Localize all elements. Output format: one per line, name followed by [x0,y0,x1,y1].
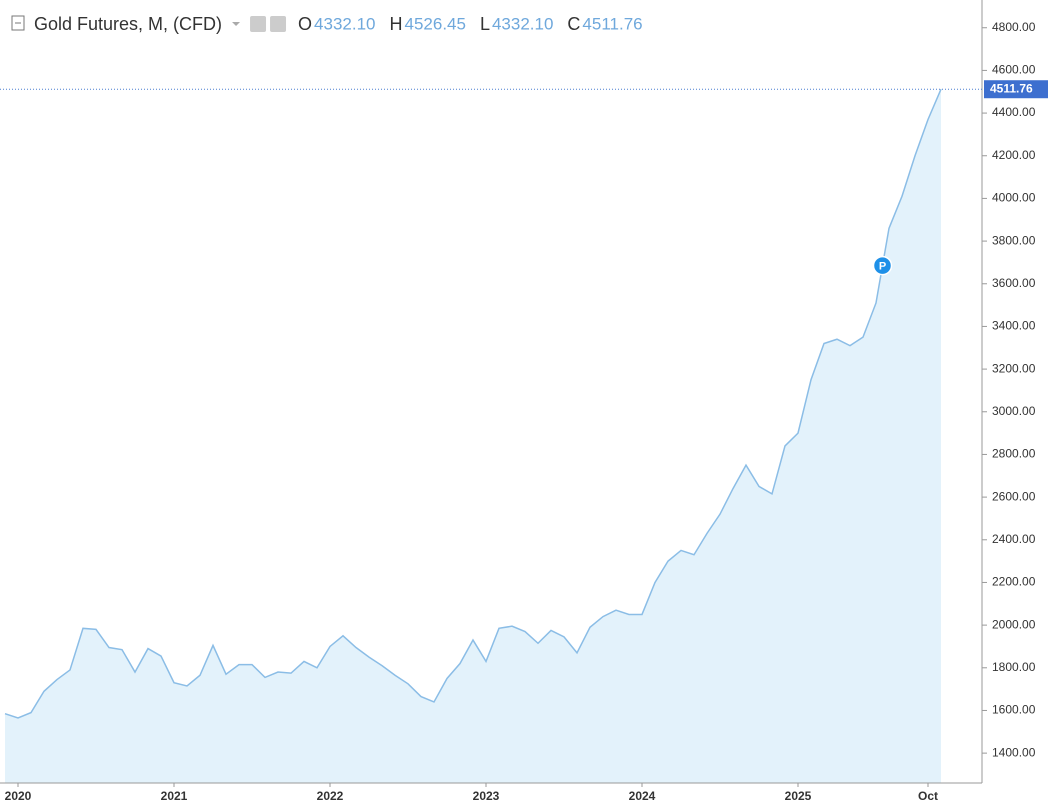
y-tick-label: 1600.00 [992,703,1036,717]
y-tick-label: 4200.00 [992,148,1036,162]
y-tick-label: 3600.00 [992,276,1036,290]
ohlc-value: 4332.10 [314,14,375,33]
x-tick-label: 2020 [5,789,32,803]
x-tick-label: Oct [918,789,938,803]
y-tick-label: 3200.00 [992,361,1036,375]
y-tick-label: 2000.00 [992,617,1036,631]
ohlc-label: L [480,14,490,34]
chart-title: Gold Futures, M, (CFD) [34,14,222,34]
y-tick-label: 1800.00 [992,660,1036,674]
last-price-box [984,80,1048,99]
event-marker[interactable] [872,255,893,276]
x-tick-label: 2022 [317,789,344,803]
ohlc-value: 4332.10 [492,14,553,33]
x-tick-label: 2025 [785,789,812,803]
y-tick-label: 3800.00 [992,233,1036,247]
y-tick-label: 4800.00 [992,20,1036,34]
ohlc-label: O [298,14,312,34]
y-tick-label: 2600.00 [992,489,1036,503]
y-tick-label: 4600.00 [992,63,1036,77]
x-tick-label: 2023 [473,789,500,803]
ohlc-label: C [567,14,580,34]
ohlc-label: H [390,14,403,34]
y-tick-label: 2200.00 [992,575,1036,589]
x-tick-label: 2021 [161,789,188,803]
area [5,89,941,784]
x-tick-label: 2024 [629,789,656,803]
settings-icon[interactable] [270,16,287,32]
ohlc-value: 4511.76 [582,14,642,33]
collapse-icon[interactable] [11,15,25,31]
price-line [4,88,942,719]
y-tick-label: 1400.00 [992,745,1036,759]
last-price-label: 4511.76 [990,81,1033,95]
eye-icon[interactable] [250,16,267,32]
y-tick-label: 2400.00 [992,532,1036,546]
ohlc-value: 4526.45 [405,14,466,33]
y-tick-label: 3400.00 [992,319,1036,333]
y-tick-label: 3000.00 [992,404,1036,418]
y-tick-label: 4000.00 [992,191,1036,205]
event-marker-label: P [879,261,886,273]
dropdown-arrow [232,22,241,26]
y-tick-label: 2800.00 [992,447,1036,461]
y-tick-label: 4400.00 [992,105,1036,119]
